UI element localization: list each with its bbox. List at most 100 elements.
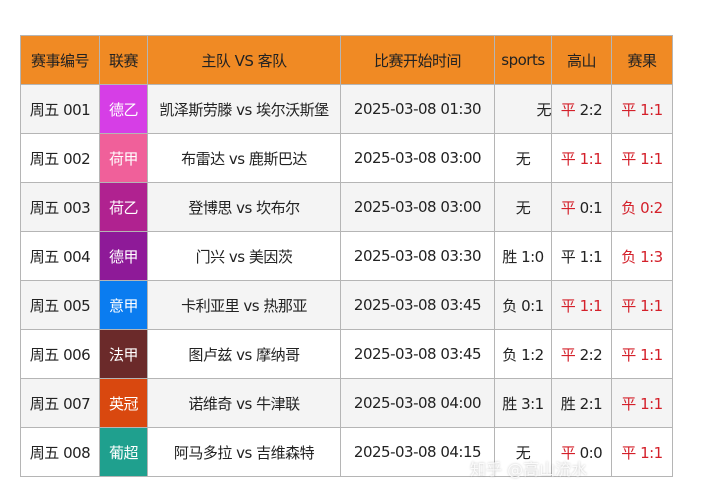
league-badge: 荷乙: [99, 182, 148, 232]
league-badge: 荷甲: [99, 133, 148, 183]
header-gaoshan: 高山: [551, 35, 612, 85]
gaoshan-outcome: 平: [560, 149, 576, 168]
match-teams: 布雷达 vs 鹿斯巴达: [147, 133, 341, 183]
match-time: 2025-03-08 04:15: [340, 427, 495, 477]
sports-score: 1:2: [521, 345, 544, 364]
match-id: 周五 008: [20, 427, 100, 477]
result-outcome: 负: [621, 198, 636, 217]
sports-outcome: 胜: [502, 247, 517, 266]
table-row: 周五 006 法甲 图卢兹 vs 摩纳哥 2025-03-08 03:45 负 1:2 平…: [20, 329, 673, 379]
match-time: 2025-03-08 03:30: [340, 231, 495, 281]
match-table: 赛事编号 联赛 主队 VS 客队 比赛开始时间 sports 高山 赛果 周五 …: [20, 35, 673, 477]
gaoshan-score: 0:0: [579, 443, 603, 462]
result-cell: 负 1:3: [611, 231, 673, 281]
gaoshan-cell: 胜 2:1: [551, 378, 612, 428]
header-time: 比赛开始时间: [340, 35, 495, 85]
match-time: 2025-03-08 03:00: [340, 182, 495, 232]
match-id: 周五 007: [20, 378, 100, 428]
gaoshan-cell: 平 1:1: [551, 231, 612, 281]
sports-outcome: 无: [515, 198, 531, 217]
match-teams: 凯泽斯劳滕 vs 埃尔沃斯堡: [147, 84, 341, 134]
sports-score: 1:0: [521, 247, 544, 266]
sports-cell: 负 0:1: [494, 280, 552, 330]
gaoshan-outcome: 胜: [560, 394, 576, 413]
gaoshan-score: 1:1: [579, 296, 603, 315]
sports-outcome: 无: [515, 443, 531, 462]
league-badge: 德甲: [99, 231, 148, 281]
header-row: 赛事编号 联赛 主队 VS 客队 比赛开始时间 sports 高山 赛果: [20, 35, 673, 85]
gaoshan-score: 2:1: [579, 394, 603, 413]
match-id: 周五 004: [20, 231, 100, 281]
gaoshan-cell: 平 0:0: [551, 427, 612, 477]
gaoshan-outcome: 平: [560, 247, 576, 266]
header-match: 主队 VS 客队: [147, 35, 341, 85]
sports-cell: 胜 1:0: [494, 231, 552, 281]
match-time: 2025-03-08 03:45: [340, 280, 495, 330]
table-row: 周五 005 意甲 卡利亚里 vs 热那亚 2025-03-08 03:45 负 0:1…: [20, 280, 673, 330]
result-score: 1:1: [640, 443, 663, 462]
sports-score: 0:1: [521, 296, 544, 315]
league-badge: 德乙: [99, 84, 148, 134]
result-outcome: 平: [621, 149, 636, 168]
sports-cell: 无: [494, 133, 552, 183]
table-row: 周五 002 荷甲 布雷达 vs 鹿斯巴达 2025-03-08 03:00 无 平 1:…: [20, 133, 673, 183]
gaoshan-cell: 平 1:1: [551, 133, 612, 183]
match-time: 2025-03-08 03:00: [340, 133, 495, 183]
match-id: 周五 005: [20, 280, 100, 330]
gaoshan-cell: 平 2:2: [551, 329, 612, 379]
match-id: 周五 006: [20, 329, 100, 379]
gaoshan-outcome: 平: [560, 296, 576, 315]
match-id: 周五 003: [20, 182, 100, 232]
table-row: 周五 003 荷乙 登博思 vs 坎布尔 2025-03-08 03:00 无 平 0:1…: [20, 182, 673, 232]
match-time: 2025-03-08 01:30: [340, 84, 495, 134]
match-teams: 阿马多拉 vs 吉维森特: [147, 427, 341, 477]
match-id: 周五 002: [20, 133, 100, 183]
result-score: 1:1: [640, 345, 663, 364]
match-time: 2025-03-08 04:00: [340, 378, 495, 428]
gaoshan-score: 1:1: [579, 247, 603, 266]
result-cell: 平 1:1: [611, 329, 673, 379]
match-teams: 登博思 vs 坎布尔: [147, 182, 341, 232]
gaoshan-outcome: 平: [560, 345, 576, 364]
sports-outcome: 负: [502, 296, 517, 315]
result-outcome: 平: [621, 443, 636, 462]
league-badge: 意甲: [99, 280, 148, 330]
header-result: 赛果: [611, 35, 673, 85]
sports-cell: 无: [494, 427, 552, 477]
sports-cell: 无: [494, 182, 552, 232]
table-row: 周五 007 英冠 诺维奇 vs 牛津联 2025-03-08 04:00 胜 3:1 胜…: [20, 378, 673, 428]
gaoshan-outcome: 平: [560, 443, 576, 462]
result-outcome: 平: [621, 100, 636, 119]
result-score: 1:1: [640, 149, 663, 168]
match-teams: 卡利亚里 vs 热那亚: [147, 280, 341, 330]
sports-outcome: 胜: [502, 394, 517, 413]
league-badge: 英冠: [99, 378, 148, 428]
table-row: 周五 001 德乙 凯泽斯劳滕 vs 埃尔沃斯堡 2025-03-08 01:30 无平…: [20, 84, 673, 134]
watermark: 知乎 @高山流水: [470, 460, 588, 479]
table-row: 周五 004 德甲 门兴 vs 美因茨 2025-03-08 03:30 胜 1:0 平 …: [20, 231, 673, 281]
result-cell: 平 1:1: [611, 84, 673, 134]
result-cell: 负 0:2: [611, 182, 673, 232]
gaoshan-outcome: 平: [560, 198, 576, 217]
gaoshan-cell: 平 1:1: [551, 280, 612, 330]
result-cell: 平 1:1: [611, 133, 673, 183]
sports-cell: 无: [494, 84, 552, 134]
result-outcome: 负: [621, 247, 636, 266]
league-badge: 葡超: [99, 427, 148, 477]
header-sports: sports: [494, 35, 552, 85]
gaoshan-score: 1:1: [579, 149, 603, 168]
table-row: 周五 008 葡超 阿马多拉 vs 吉维森特 2025-03-08 04:15 无 平 0…: [20, 427, 673, 477]
result-score: 1:3: [640, 247, 663, 266]
result-outcome: 平: [621, 345, 636, 364]
gaoshan-score: 2:2: [579, 345, 603, 364]
result-outcome: 平: [621, 394, 636, 413]
result-score: 1:1: [640, 100, 663, 119]
gaoshan-cell: 平 0:1: [551, 182, 612, 232]
match-time: 2025-03-08 03:45: [340, 329, 495, 379]
gaoshan-outcome: 平: [560, 100, 576, 119]
result-cell: 平 1:1: [611, 378, 673, 428]
result-score: 1:1: [640, 394, 663, 413]
result-cell: 平 1:1: [611, 280, 673, 330]
sports-score: 3:1: [521, 394, 544, 413]
result-cell: 平 1:1: [611, 427, 673, 477]
